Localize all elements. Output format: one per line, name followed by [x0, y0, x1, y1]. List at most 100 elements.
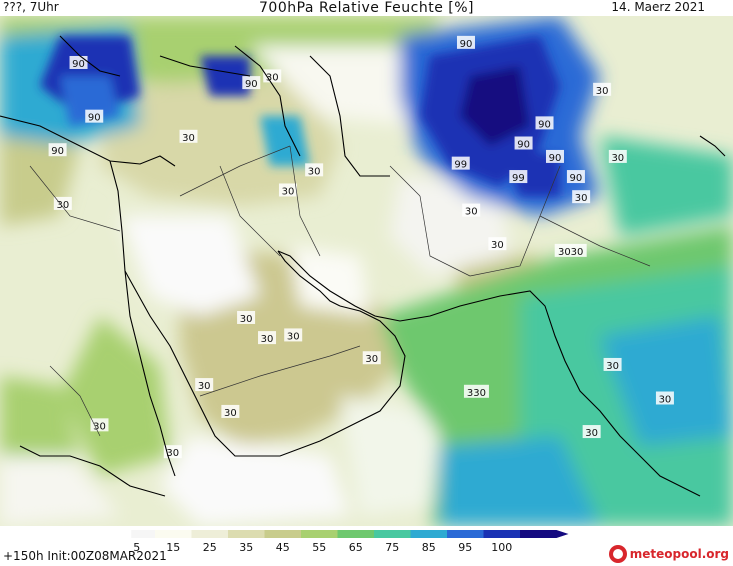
contour-label-text: 30	[261, 334, 274, 345]
contour-label: 30	[655, 391, 674, 406]
contour-label-text: 30	[659, 395, 672, 406]
colorbar-swatch	[337, 530, 374, 538]
contour-label: 99	[451, 156, 470, 171]
contour-label-text: 30	[491, 240, 504, 251]
contour-label-text: 330	[467, 388, 486, 399]
contour-label-text: 90	[460, 39, 473, 50]
contour-label: 30	[593, 82, 612, 97]
contour-label: 30	[462, 203, 481, 218]
colorbar: 5 15 25 35 45 55 65 75 85 95 100	[131, 530, 569, 554]
contour-label: 30	[53, 196, 72, 211]
colorbar-swatch	[483, 530, 520, 538]
contour-label: 90	[514, 136, 533, 151]
humidity-map: 90 90 90 90 90 30 30 30 30 30 90 90 99 99 90 90 30 30 30 30…	[0, 16, 733, 526]
contour-label: 30	[603, 357, 622, 372]
contour-label-text: 30	[198, 381, 211, 392]
contour-label-text: 90	[51, 146, 64, 157]
contour-label: 30	[195, 378, 214, 392]
contour-label: 90	[242, 76, 261, 90]
contour-label-text: 30	[585, 428, 598, 439]
contour-label-text: 30	[606, 361, 619, 372]
contour-label-text: 30	[365, 354, 378, 365]
coastlines	[0, 35, 726, 497]
contour-label-text: 30	[465, 207, 478, 218]
colorbar-swatch	[410, 530, 447, 538]
colorbar-tick-label: 35	[239, 541, 253, 554]
header-bar: ???, 7Uhr 700hPa Relative Feuchte [%] 14…	[0, 0, 733, 16]
contour-label: 30	[305, 163, 324, 177]
contour-label-text: 90	[570, 173, 583, 184]
meteopool-logo[interactable]: meteopool.org	[608, 544, 729, 564]
contour-label-text: 90	[72, 59, 85, 70]
colorbar-swatch	[447, 530, 484, 538]
colorbar-tick-label: 75	[385, 541, 399, 554]
contour-label: 30	[284, 328, 303, 342]
contour-label-text: 30	[287, 331, 300, 342]
run-info: +150h Init:00Z08MAR2021	[3, 549, 167, 563]
valid-weekday-hour: ???, 7Uhr	[3, 0, 59, 14]
contour-label-text: 30	[575, 193, 588, 204]
map-title: 700hPa Relative Feuchte [%]	[259, 0, 474, 16]
contour-label-text: 30	[596, 86, 609, 97]
contour-label-text: 30	[240, 314, 253, 325]
colorbar-tick-label: 85	[422, 541, 436, 554]
contour-label: 30	[263, 69, 282, 83]
colorbar-arrow-high	[556, 530, 569, 538]
contour-label-text: 90	[88, 113, 101, 124]
contour-label-text: 90	[245, 79, 258, 90]
colorbar-swatch	[191, 530, 228, 538]
contour-label: 30	[488, 237, 507, 251]
contour-label-text: 30	[166, 448, 179, 459]
colorbar-tick-label: 5	[133, 541, 140, 554]
contour-label-text: 30	[182, 133, 195, 144]
logo-text: meteopool.org	[629, 547, 729, 561]
contour-label: 30	[608, 149, 627, 164]
footer-bar: 5 15 25 35 45 55 65 75 85 95 100 +150h Init:00Z08M…	[0, 526, 733, 566]
contour-label: 90	[535, 116, 554, 130]
colorbar-swatch	[374, 530, 411, 538]
meteopool-icon	[608, 545, 627, 563]
contour-label: 30	[278, 183, 297, 197]
contour-label: 30	[362, 351, 381, 365]
colorbar-tick-label: 95	[458, 541, 472, 554]
contour-label: 3030	[554, 243, 587, 258]
contour-label-text: 90	[538, 119, 551, 130]
contour-label: 99	[509, 170, 528, 184]
contour-label: 90	[545, 149, 564, 164]
contour-label: 30	[582, 425, 601, 439]
contour-label-text: 30	[266, 72, 279, 83]
contour-label: 90	[85, 109, 104, 124]
contour-label-text: 30	[308, 166, 321, 177]
contour-label: 90	[456, 35, 475, 50]
colorbar-tick-label: 45	[276, 541, 290, 554]
colorbar-swatch	[155, 530, 192, 538]
colorbar-swatch	[301, 530, 338, 538]
country-borders	[29, 145, 651, 437]
colorbar-tick-label: 55	[312, 541, 326, 554]
contour-label: 90	[48, 143, 67, 157]
contour-label-text: 30	[224, 408, 237, 419]
valid-date: 14. Maerz 2021	[611, 0, 705, 14]
colorbar-tick-label: 100	[491, 541, 512, 554]
contour-labels: 9090909090303030303090909999909030303030…	[48, 35, 674, 459]
colorbar-arrow-low	[131, 530, 144, 538]
colorbar-swatch	[264, 530, 301, 538]
contour-label-text: 30	[56, 200, 69, 211]
colorbar-tick-label: 15	[166, 541, 180, 554]
contour-label-text: 3030	[558, 247, 583, 258]
contour-label: 30	[179, 129, 198, 144]
contour-label-text: 99	[454, 160, 467, 171]
contour-label-text: 30	[93, 421, 106, 432]
colorbar-swatch	[520, 530, 557, 538]
contour-label: 330	[463, 384, 489, 399]
map-canvas: 9090909090303030303090909999909030303030…	[0, 16, 733, 526]
contour-label-text: 90	[549, 153, 562, 164]
contour-label: 90	[69, 55, 88, 70]
humidity-field: 9090909090303030303090909999909030303030…	[0, 16, 733, 526]
contour-label-text: 90	[517, 140, 530, 151]
contour-label: 30	[237, 310, 256, 325]
contour-label-text: 30	[611, 153, 624, 164]
colorbar-tick-label: 25	[203, 541, 217, 554]
contour-label: 30	[221, 404, 240, 419]
contour-label: 30	[90, 418, 109, 432]
